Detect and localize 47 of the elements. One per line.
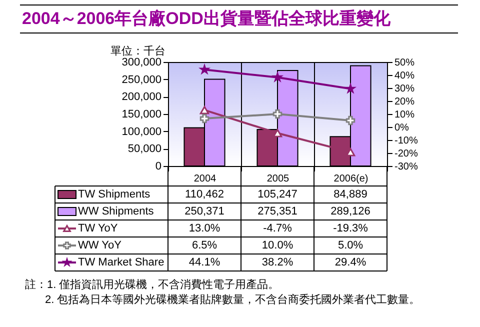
point: [346, 116, 356, 126]
data-label: -19.3%: [333, 222, 368, 234]
legend-label: TW Shipments: [78, 188, 151, 200]
point: [272, 109, 282, 119]
data-label: 105,247: [258, 188, 298, 200]
y2-tick-label: -30%: [394, 162, 418, 172]
y-tick-label: 150,000: [122, 108, 162, 120]
y-tick-label: 0: [155, 160, 162, 172]
data-label: 29.4%: [334, 256, 366, 268]
x-tick-label: 2004: [194, 174, 217, 184]
text: 註：1. 僅指資訊用光碟機，不含消費性電子用產品。: [25, 278, 280, 291]
y-tick-label: 250,000: [122, 74, 162, 86]
point: [200, 106, 210, 114]
data-label: 10.0%: [262, 240, 294, 252]
data-label: 84,889: [334, 188, 368, 200]
legend-label: TW YoY: [78, 222, 118, 234]
y-axis-title: 單位：千台: [110, 44, 166, 58]
y2-tick-label: 30%: [394, 84, 415, 94]
y2-tick-label: 10%: [394, 110, 415, 120]
y-tick-label: 200,000: [122, 91, 162, 104]
data-label: 275,351: [258, 206, 298, 218]
data-label: 110,462: [185, 188, 224, 200]
y2-tick-label: 50%: [394, 58, 415, 68]
legend-label: WW YoY: [78, 240, 122, 252]
y-tick-label: 300,000: [122, 56, 162, 68]
data-label: 38.2%: [262, 256, 294, 268]
data-label: 5.0%: [338, 240, 364, 252]
point: [200, 114, 210, 124]
data-label: 250,371: [184, 206, 224, 218]
data-label: -4.7%: [263, 222, 292, 234]
y2-tick-label: 20%: [394, 96, 415, 108]
data-label: 13.0%: [188, 222, 220, 234]
x-tick-label: 2005: [266, 174, 290, 184]
y2-tick-label: -10%: [394, 136, 418, 146]
legend-label: WW Shipments: [78, 206, 154, 218]
legend-label: TW Market Share: [78, 256, 164, 268]
x-tick-label: 2006(e): [334, 174, 368, 184]
y2-tick-label: 40%: [394, 70, 415, 82]
chart-title: 2004～2006年台廠ODD出貨量暨佔全球比重變化: [22, 9, 392, 28]
y-tick-label: 100,000: [122, 126, 162, 138]
y2-tick-label: 0%: [394, 122, 410, 134]
data-label: 44.1%: [188, 256, 220, 268]
data-label: 6.5%: [192, 240, 218, 252]
text: 2. 包括為日本等國外光碟機業者貼牌數量，不含台商委托國外業者代工數量。: [45, 293, 420, 306]
data-label: 289,126: [330, 206, 370, 218]
y-tick-label: 50,000: [128, 143, 162, 156]
y2-tick-label: -20%: [394, 148, 418, 160]
